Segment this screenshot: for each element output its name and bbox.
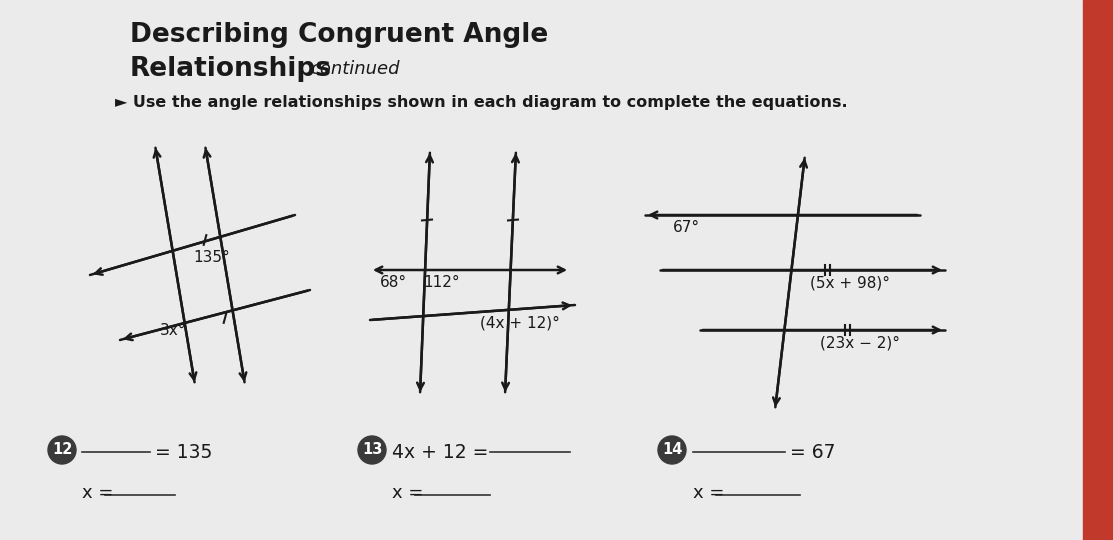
Text: 14: 14 xyxy=(662,442,682,457)
Text: (23x − 2)°: (23x − 2)° xyxy=(820,335,900,350)
Text: 12: 12 xyxy=(52,442,72,457)
Circle shape xyxy=(48,436,76,464)
Text: Describing Congruent Angle: Describing Congruent Angle xyxy=(130,22,549,48)
Text: continued: continued xyxy=(311,60,400,78)
Text: 3x°: 3x° xyxy=(160,323,187,338)
Text: = 67: = 67 xyxy=(790,443,836,462)
Text: ► Use the angle relationships shown in each diagram to complete the equations.: ► Use the angle relationships shown in e… xyxy=(115,95,848,110)
Text: (4x + 12)°: (4x + 12)° xyxy=(480,315,560,330)
Text: 13: 13 xyxy=(362,442,382,457)
Circle shape xyxy=(358,436,386,464)
Text: (5x + 98)°: (5x + 98)° xyxy=(810,275,890,290)
Bar xyxy=(1083,0,1113,540)
Text: x =: x = xyxy=(392,484,423,502)
Text: = 135: = 135 xyxy=(155,443,213,462)
Text: 112°: 112° xyxy=(423,275,460,290)
Text: 135°: 135° xyxy=(193,250,229,265)
Text: x =: x = xyxy=(82,484,114,502)
Text: Relationships: Relationships xyxy=(130,56,332,82)
Text: 68°: 68° xyxy=(380,275,407,290)
Text: 4x + 12 =: 4x + 12 = xyxy=(392,443,489,462)
Text: 67°: 67° xyxy=(673,220,700,235)
Text: x =: x = xyxy=(693,484,725,502)
Circle shape xyxy=(658,436,686,464)
